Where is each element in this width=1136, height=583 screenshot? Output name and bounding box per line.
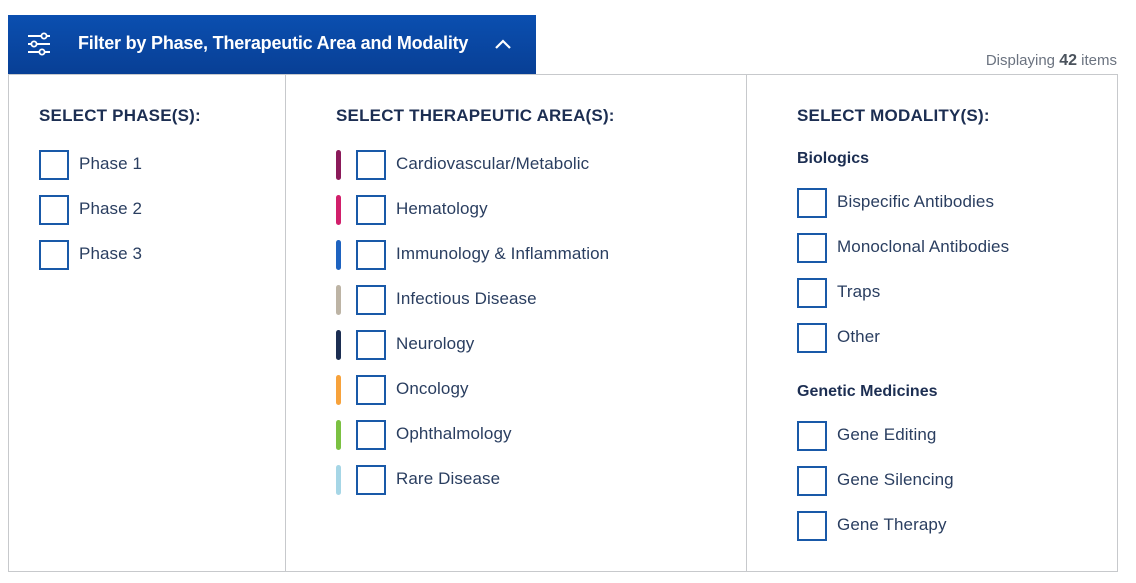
results-number: 42 <box>1059 52 1077 69</box>
option-label: Rare Disease <box>396 469 501 488</box>
checkbox[interactable] <box>797 278 827 308</box>
biologics-subheading: Biologics <box>797 150 870 167</box>
checkbox[interactable] <box>356 465 386 495</box>
column-divider <box>285 74 286 572</box>
option-label: Immunology & Inflammation <box>396 244 610 263</box>
results-suffix: items <box>1081 52 1117 69</box>
option-label: Gene Silencing <box>837 470 954 489</box>
option-label: Neurology <box>396 334 475 353</box>
option-label: Gene Editing <box>837 425 937 444</box>
checkbox[interactable] <box>356 420 386 450</box>
checkbox[interactable] <box>356 150 386 180</box>
option-label: Cardiovascular/Metabolic <box>396 154 590 173</box>
option-label: Traps <box>837 282 881 301</box>
option-label: Hematology <box>396 199 488 218</box>
color-swatch <box>336 375 341 405</box>
option-label: Bispecific Antibodies <box>837 192 995 211</box>
option-label: Oncology <box>396 379 469 398</box>
phase-heading: SELECT PHASE(S): <box>39 106 201 125</box>
results-prefix: Displaying <box>985 52 1056 69</box>
checkbox[interactable] <box>797 323 827 353</box>
option-label: Ophthalmology <box>396 424 512 443</box>
color-swatch <box>336 285 341 315</box>
color-swatch <box>336 420 341 450</box>
checkbox[interactable] <box>797 188 827 218</box>
checkbox[interactable] <box>356 375 386 405</box>
color-swatch <box>336 240 341 270</box>
modality-heading: SELECT MODALITY(S): <box>797 106 990 125</box>
checkbox[interactable] <box>39 240 69 270</box>
checkbox[interactable] <box>39 150 69 180</box>
option-label: Gene Therapy <box>837 515 947 534</box>
checkbox[interactable] <box>356 240 386 270</box>
option-label: Phase 2 <box>79 199 143 218</box>
results-count: Displaying 42 items <box>986 52 1117 70</box>
color-swatch <box>336 330 341 360</box>
column-divider <box>746 74 747 572</box>
option-label: Phase 1 <box>79 154 143 173</box>
therapeutic-area-heading: SELECT THERAPEUTIC AREA(S): <box>336 106 615 125</box>
chevron-up-icon <box>494 37 512 51</box>
option-label: Monoclonal Antibodies <box>837 237 1010 256</box>
genetic-medicines-subheading: Genetic Medicines <box>797 383 938 400</box>
filter-toggle-button[interactable]: Filter by Phase, Therapeutic Area and Mo… <box>8 15 536 74</box>
checkbox[interactable] <box>797 233 827 263</box>
color-swatch <box>336 195 341 225</box>
option-label: Infectious Disease <box>396 289 537 308</box>
sliders-icon <box>27 32 51 56</box>
checkbox[interactable] <box>797 421 827 451</box>
checkbox[interactable] <box>356 330 386 360</box>
filter-toggle-label: Filter by Phase, Therapeutic Area and Mo… <box>78 33 469 53</box>
checkbox[interactable] <box>356 285 386 315</box>
color-swatch <box>336 150 341 180</box>
option-label: Phase 3 <box>79 244 143 263</box>
filter-panel <box>8 74 1118 572</box>
color-swatch <box>336 465 341 495</box>
checkbox[interactable] <box>356 195 386 225</box>
checkbox[interactable] <box>39 195 69 225</box>
option-label: Other <box>837 327 881 346</box>
checkbox[interactable] <box>797 466 827 496</box>
checkbox[interactable] <box>797 511 827 541</box>
